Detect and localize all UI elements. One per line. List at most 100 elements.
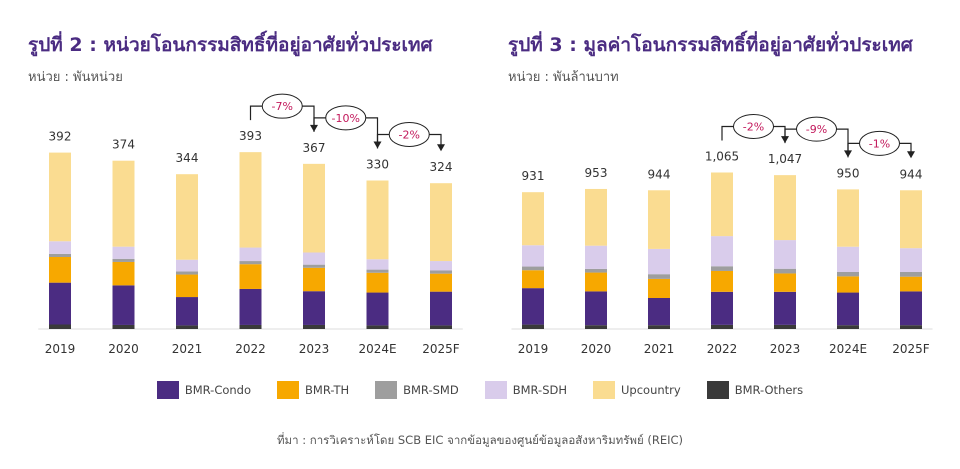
bar-segment-upcountry — [522, 192, 544, 246]
legend-swatch — [593, 381, 615, 399]
x-tick-label: 2025F — [892, 342, 930, 356]
legend-swatch — [484, 381, 507, 399]
legend-item-bmr-condo: BMR-Condo — [156, 381, 252, 399]
bar-segment-bmr-smd — [49, 253, 71, 257]
legend-item-bmr-smd: BMR-SMD — [375, 381, 459, 399]
chart-unit: หน่วย : พันล้านบาท — [508, 70, 619, 85]
x-tick-label: 2022 — [707, 342, 738, 356]
legend-label: BMR-Condo — [184, 383, 252, 397]
total-label: 944 — [900, 167, 923, 181]
bar-segment-bmr-th — [648, 278, 670, 298]
change-arrowhead — [437, 144, 445, 152]
bar-segment-bmr-sdh — [430, 261, 452, 271]
bar-segment-bmr-others — [837, 325, 859, 329]
legend-item-bmr-others: BMR-Others — [706, 381, 804, 399]
bar-segment-bmr-others — [112, 324, 135, 329]
bar-segment-bmr-others — [176, 325, 198, 329]
bar-segment-bmr-th — [585, 272, 607, 292]
bar-segment-upcountry — [303, 163, 325, 253]
bar-segment-bmr-smd — [837, 271, 859, 277]
change-bubble — [325, 105, 367, 131]
x-tick-label: 2023 — [299, 342, 330, 356]
bar-segment-upcountry — [239, 152, 262, 248]
bar-segment-bmr-others — [239, 324, 262, 329]
bar-segment-bmr-smd — [774, 268, 796, 274]
x-tick-label: 2019 — [518, 342, 549, 356]
x-tick-label: 2022 — [235, 342, 266, 356]
bar-segment-bmr-sdh — [648, 248, 670, 275]
bar-segment-bmr-others — [900, 325, 922, 329]
bar-segment-bmr-condo — [176, 297, 198, 326]
legend-swatch — [156, 381, 179, 399]
bar-segment-bmr-condo — [774, 291, 796, 325]
change-bubble — [796, 116, 837, 142]
bar-segment-bmr-th — [430, 273, 452, 292]
bar-segment-bmr-others — [49, 324, 71, 329]
change-label: -9% — [806, 123, 827, 136]
bar-segment-bmr-condo — [430, 291, 452, 326]
bar-segment-bmr-th — [303, 267, 325, 292]
legend-item-bmr-th: BMR-TH — [277, 381, 349, 399]
bar-segment-bmr-th — [176, 274, 198, 298]
bar-segment-upcountry — [711, 172, 733, 237]
bar-segment-upcountry — [49, 152, 71, 242]
bar-segment-upcountry — [176, 174, 198, 260]
bar-segment-bmr-condo — [648, 297, 670, 326]
legend-item-upcountry: Upcountry — [593, 381, 681, 399]
total-label: 950 — [837, 166, 860, 180]
bar-segment-upcountry — [430, 183, 452, 262]
bar-segment-bmr-condo — [585, 291, 607, 326]
bar-segment-bmr-condo — [900, 291, 922, 326]
bar-segment-bmr-sdh — [303, 252, 325, 265]
bar-segment-bmr-others — [774, 324, 796, 329]
legend-label: Upcountry — [621, 383, 681, 397]
bar-segment-bmr-smd — [585, 268, 607, 273]
x-tick-label: 2023 — [770, 342, 801, 356]
bar-segment-bmr-th — [900, 276, 922, 292]
bar-segment-bmr-others — [366, 325, 389, 329]
bar-segment-bmr-others — [711, 324, 733, 329]
bar-segment-bmr-others — [430, 325, 452, 329]
chart-title: รูปที่ 3 : มูลค่าโอนกรรมสิทธิ์ที่อยู่อาศ… — [508, 34, 913, 56]
total-label: 392 — [49, 130, 72, 144]
bar-segment-bmr-smd — [239, 261, 262, 265]
x-tick-label: 2019 — [45, 342, 76, 356]
x-tick-label: 2025F — [422, 342, 460, 356]
x-tick-label: 2021 — [644, 342, 675, 356]
bar-segment-bmr-smd — [900, 271, 922, 277]
total-label: 953 — [585, 166, 608, 180]
bar-segment-bmr-smd — [366, 269, 389, 273]
bar-segment-bmr-smd — [176, 271, 198, 275]
change-label: -2% — [743, 120, 764, 133]
bar-segment-bmr-sdh — [585, 245, 607, 269]
legend-label: BMR-SDH — [512, 383, 567, 397]
change-bubble — [388, 122, 430, 147]
bar-segment-bmr-condo — [303, 291, 325, 325]
bar-segment-bmr-th — [112, 261, 135, 286]
x-tick-label: 2024E — [358, 342, 396, 356]
source-note: ที่มา : การวิเคราะห์โดย SCB EIC จากข้อมู… — [276, 433, 684, 447]
bar-segment-bmr-th — [239, 264, 262, 289]
total-label: 330 — [366, 158, 389, 172]
bar-segment-upcountry — [774, 175, 796, 241]
bar-segment-upcountry — [585, 188, 607, 246]
bar-segment-bmr-others — [585, 325, 607, 329]
bar-segment-upcountry — [900, 190, 922, 249]
bar-segment-bmr-condo — [49, 282, 71, 325]
change-arrowhead — [907, 151, 915, 159]
bar-segment-bmr-sdh — [176, 259, 198, 272]
bar-segment-bmr-sdh — [837, 246, 859, 272]
bar-segment-bmr-th — [711, 270, 733, 292]
legend-label: BMR-Others — [734, 383, 804, 397]
chart-panel-units: รูปที่ 2 : หน่วยโอนกรรมสิทธิ์ที่อยู่อาศั… — [0, 0, 480, 360]
total-label: 393 — [239, 129, 262, 143]
bar-segment-bmr-others — [522, 324, 544, 329]
bar-segment-bmr-th — [774, 273, 796, 292]
total-label: 374 — [112, 138, 135, 152]
change-bubble — [261, 93, 303, 119]
bar-segment-upcountry — [112, 160, 135, 247]
chart-panel-value: รูปที่ 3 : มูลค่าโอนกรรมสิทธิ์ที่อยู่อาศ… — [480, 0, 960, 360]
bar-segment-bmr-th — [49, 257, 71, 283]
legend-swatch — [375, 381, 398, 399]
bar-segment-bmr-others — [648, 325, 670, 329]
